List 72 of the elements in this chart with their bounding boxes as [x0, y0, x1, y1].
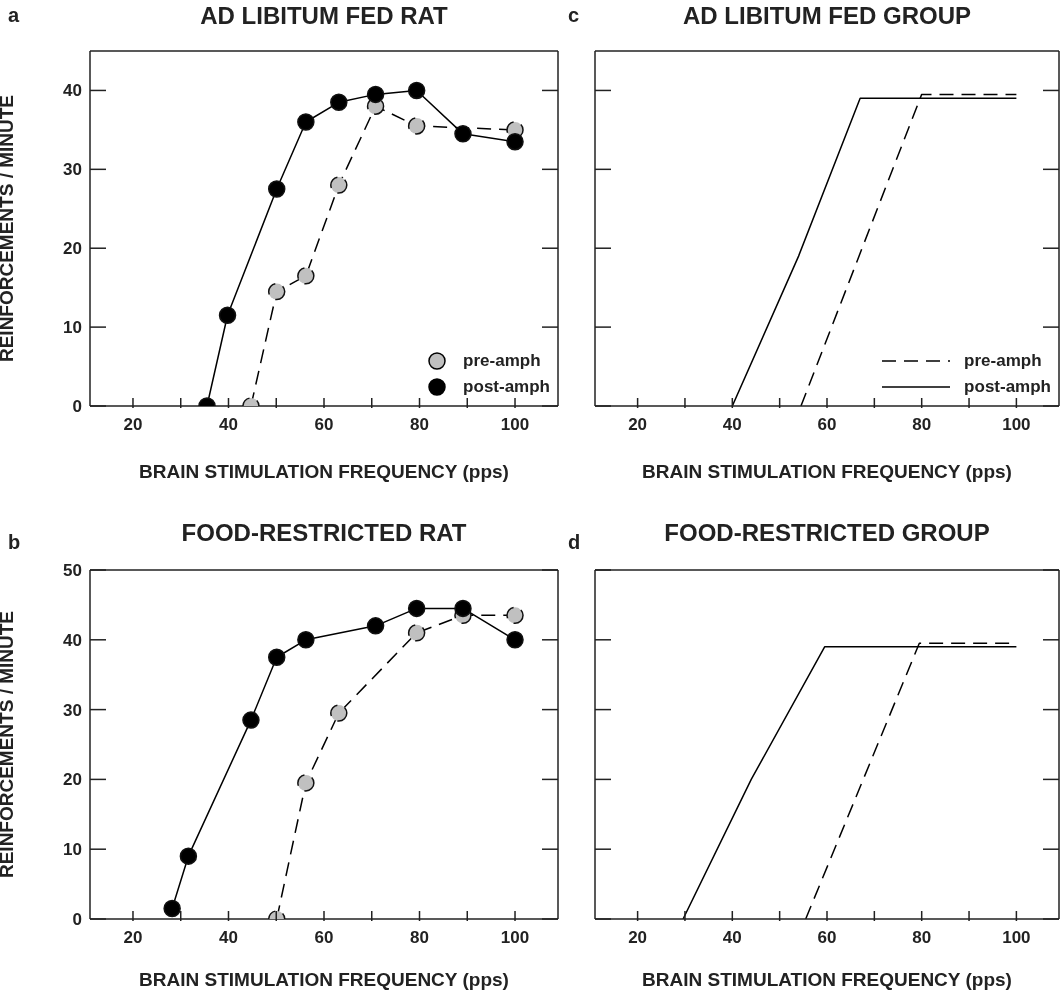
point	[407, 117, 426, 135]
x-tick-label: 60	[817, 928, 837, 947]
point	[242, 711, 260, 729]
y-tick-label: 10	[63, 318, 82, 338]
text: b	[8, 531, 21, 554]
legend-label: post-amph	[964, 377, 1051, 397]
x-axis-title: BRAIN STIMULATION FREQUENCY (pps)	[642, 969, 1012, 990]
x-tick-label: 80	[912, 415, 932, 434]
y-tick-label: 0	[72, 397, 82, 416]
chart-title: FOOD-RESTRICTED RAT	[180, 519, 468, 547]
y-tick-label: 20	[63, 770, 82, 790]
point	[454, 599, 472, 618]
text: a	[8, 4, 20, 27]
y-tick-label: 30	[63, 700, 82, 720]
x-tick-label: 40	[219, 415, 238, 434]
x-tick-label: 80	[410, 928, 429, 947]
y-tick-label: 20	[63, 239, 82, 259]
point	[297, 631, 315, 649]
y-tick-label: 0	[72, 910, 82, 929]
x-tick-label: 40	[219, 928, 238, 947]
point	[407, 81, 426, 100]
legend-label: pre-amph	[964, 351, 1042, 371]
x-tick-label: 80	[410, 415, 429, 434]
y-tick-label: 30	[63, 160, 82, 180]
point	[330, 704, 348, 722]
point	[297, 774, 315, 792]
x-axis-title: BRAIN STIMULATION FREQUENCY (pps)	[139, 461, 509, 482]
point	[506, 606, 524, 625]
chart-title: AD LIBITUM FED RAT	[199, 2, 449, 30]
x-tick-label: 40	[722, 415, 742, 434]
x-tick-label: 100	[500, 415, 530, 434]
x-axis-title: BRAIN STIMULATION FREQUENCY (pps)	[642, 461, 1012, 482]
x-tick-label: 20	[123, 415, 143, 434]
point	[163, 899, 181, 918]
legend-label: pre-amph	[463, 351, 541, 371]
point	[267, 648, 286, 666]
point	[297, 113, 315, 131]
x-tick-label: 20	[628, 928, 648, 947]
point	[330, 93, 348, 112]
y-tick-label: 40	[63, 81, 82, 101]
text: c	[568, 4, 580, 27]
x-tick-label: 100	[500, 928, 530, 947]
y-tick-label: 50	[63, 561, 82, 580]
point	[366, 617, 385, 635]
y-tick-label: 10	[63, 840, 82, 860]
x-tick-label: 80	[912, 928, 932, 947]
legend-label: post-amph	[463, 377, 550, 397]
x-tick-label: 100	[1002, 415, 1031, 434]
point	[407, 599, 426, 618]
point	[218, 306, 237, 325]
point	[506, 631, 524, 649]
point	[366, 85, 385, 104]
point	[506, 132, 524, 151]
x-tick-label: 40	[722, 928, 742, 947]
point	[179, 847, 198, 865]
y-tick-label: 40	[63, 630, 82, 650]
x-tick-label: 60	[817, 415, 837, 434]
x-tick-label: 20	[628, 415, 648, 434]
chart-title: FOOD-RESTRICTED GROUP	[663, 519, 991, 547]
point	[267, 282, 286, 301]
point	[267, 180, 286, 198]
x-tick-label: 20	[123, 928, 143, 947]
x-axis-title: BRAIN STIMULATION FREQUENCY (pps)	[139, 969, 509, 990]
x-tick-label: 60	[314, 415, 334, 434]
x-tick-label: 60	[314, 928, 334, 947]
x-tick-label: 100	[1002, 928, 1031, 947]
point	[297, 267, 315, 285]
text: d	[568, 531, 581, 554]
point	[330, 176, 348, 194]
chart-title: AD LIBITUM FED GROUP	[682, 2, 972, 30]
point	[454, 125, 472, 143]
point	[407, 624, 426, 642]
